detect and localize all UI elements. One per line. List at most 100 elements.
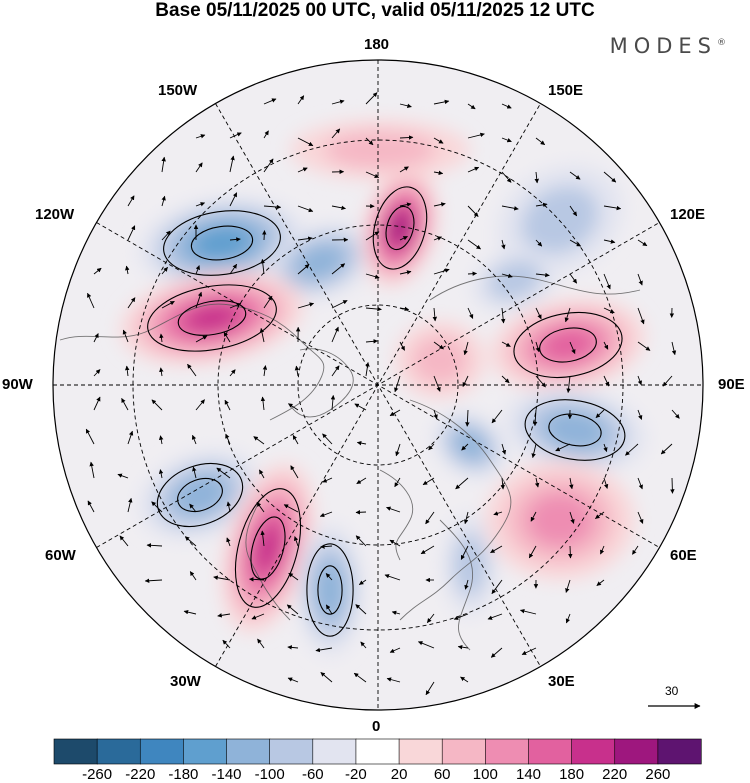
wind-arrow [603,477,609,489]
wind-arrow [226,537,231,547]
contour-group [524,399,626,461]
wind-arrow [93,369,101,377]
anomaly-shade [543,410,607,450]
wind-arrow [93,333,99,343]
colorbar-swatch [571,738,616,765]
coastline-greenland [289,348,354,418]
wind-arrow [356,440,367,446]
wind-arrow [353,672,367,683]
wind-arrow [121,398,129,411]
wind-arrow [569,205,578,217]
lon-label-90e: 90E [718,376,745,393]
wind-arrow [433,375,441,392]
wind-arrow [433,99,450,105]
wind-arrow [355,604,367,615]
wind-arrow [386,506,401,513]
anomaly-shade [488,260,542,300]
colorbar [53,738,702,765]
contour-line [372,186,428,270]
wind-arrow [399,306,410,312]
colorbar-swatch [53,738,98,765]
wind-arrow [195,202,206,207]
wind-arrow [229,155,235,173]
wind-arrow [464,579,469,590]
wind-arrow [535,202,548,208]
wind-arrow [365,273,380,279]
height-contours [147,186,626,637]
wind-arrow [637,409,643,420]
colorbar-swatch [398,738,443,765]
wind-arrow [603,341,609,350]
wind-arrow [603,205,622,211]
anomaly-positive-5 [490,298,646,392]
anomaly-shade [185,304,239,332]
wind-arrow [297,137,314,147]
lon-label-30e: 30E [548,673,575,690]
anomaly-shade [412,336,468,384]
wind-arrow [195,134,206,139]
contour-line [234,488,302,608]
wind-arrow [292,434,299,445]
wind-arrow [389,409,401,417]
wind-arrow [354,403,367,411]
wind-arrow [294,365,300,377]
wind-arrow [365,362,370,377]
wind-arrow [637,477,643,490]
wind-arrow [461,443,469,451]
wind-arrow [256,502,265,513]
lon-label-150w: 150W [158,82,198,99]
wind-arrow [600,545,605,555]
wind-arrow [625,443,639,456]
anomaly-shade [295,244,345,280]
wind-arrow [195,265,200,275]
wind-arrow [322,477,333,483]
anomaly-shade [254,523,282,573]
wind-arrow [532,409,538,427]
lon-label-30w: 30W [170,673,201,690]
latitude-circle [297,304,459,466]
coastline-north-america [59,303,325,421]
wind-arrow [159,367,164,377]
wind-arrow [428,443,435,451]
wind-arrow [399,202,412,207]
wind-arrow [425,681,435,696]
wind-arrow [213,575,231,581]
wind-arrow [433,137,444,144]
contour-group [156,462,244,528]
brand-registered-mark: ® [717,38,726,48]
wind-arrow [195,335,208,343]
wind-arrow [463,341,469,356]
colorbar-swatch [441,738,486,765]
wind-arrow [184,536,197,547]
wind-arrow [257,638,265,649]
wind-arrow [216,467,231,479]
wind-arrow [534,171,539,184]
wind-arrow [420,545,435,555]
wind-arrow [322,433,333,445]
wind-arrow [637,375,642,386]
wind-arrow [297,205,314,213]
wind-arrow [569,341,576,355]
wind-arrow [596,579,605,586]
wind-arrow [501,375,510,384]
wind-arrow [501,137,512,143]
wind-arrow [127,297,136,309]
wind-arrow [297,264,310,275]
wind-arrow [360,641,367,649]
meridian-line [215,103,541,667]
wind-arrow [399,103,412,109]
wind-arrow [433,341,444,350]
wind-arrow [297,236,313,241]
wind-arrow [320,672,333,683]
anomaly-shade [541,328,595,362]
wind-arrow [433,268,450,275]
contour-group [147,284,277,352]
contour-line [177,300,247,336]
wind-arrow [331,205,346,211]
contour-group [372,186,428,270]
wind-arrow [85,428,95,445]
wind-arrow [229,237,241,242]
wind-arrow [422,477,435,486]
colorbar-swatch [614,738,659,765]
wind-arrow [161,230,171,241]
